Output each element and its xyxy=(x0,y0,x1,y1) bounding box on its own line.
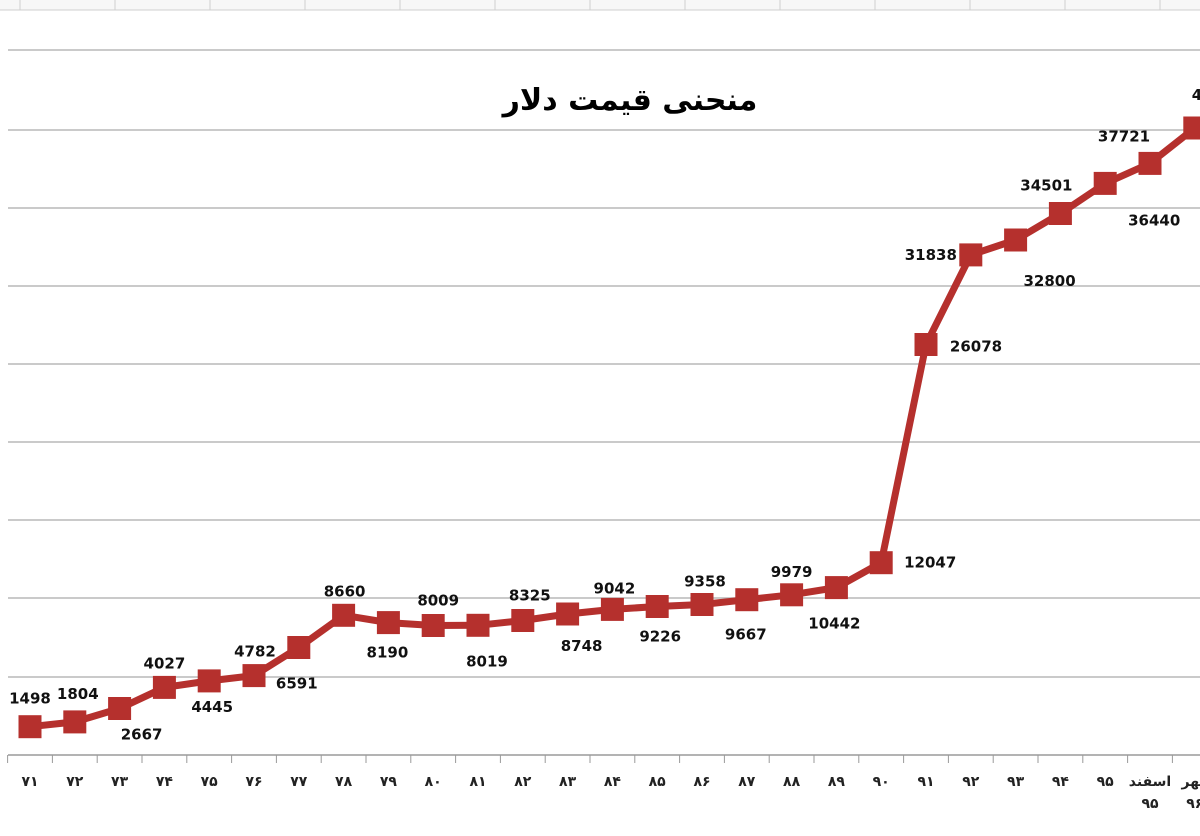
x-tick-label: ۸۹ xyxy=(828,774,846,790)
x-tick-label: ۹۲ xyxy=(962,774,980,790)
x-tick-label: ۷۶ xyxy=(245,774,262,790)
data-label: 1498 xyxy=(9,690,51,708)
x-tick-label: ۷۲ xyxy=(66,774,84,790)
chart-title: منحنی قیمت دلار xyxy=(501,83,758,118)
data-point-marker xyxy=(1093,171,1117,195)
data-point-marker xyxy=(735,588,759,612)
x-tick-label: ۸۴ xyxy=(604,774,622,790)
x-tick-label: ۷۸ xyxy=(335,774,353,790)
data-point-marker xyxy=(959,243,983,267)
x-tick-label: ۸۳ xyxy=(559,774,577,790)
data-point-marker xyxy=(1138,151,1162,175)
series-line-layer xyxy=(29,125,1197,731)
data-point-marker xyxy=(376,611,400,635)
data-label: 40000 xyxy=(1192,86,1200,104)
data-point-marker xyxy=(556,602,580,626)
data-point-marker xyxy=(869,551,893,575)
background-layer xyxy=(0,0,1200,11)
data-label: 12047 xyxy=(904,554,956,572)
x-tick-label: ۸۱ xyxy=(469,774,486,790)
x-tick-label: ۷۵ xyxy=(201,774,219,790)
header-band xyxy=(0,0,1200,10)
data-point-marker xyxy=(197,669,221,693)
data-label: 4445 xyxy=(191,698,233,716)
data-label: 6591 xyxy=(276,675,318,693)
data-label: 31838 xyxy=(905,246,957,264)
data-point-marker xyxy=(18,715,42,739)
x-tick-label: ۷۳ xyxy=(111,774,129,790)
data-point-marker xyxy=(824,576,848,600)
data-label: 4027 xyxy=(144,654,186,672)
data-point-marker xyxy=(1004,228,1028,252)
x-tick-label: ۸۶ xyxy=(693,774,710,790)
series-markers xyxy=(18,116,1200,739)
data-label: 36440 xyxy=(1128,211,1180,229)
x-tick-label: ۷۹ xyxy=(380,774,398,790)
data-label: 8325 xyxy=(509,587,551,605)
series-line xyxy=(29,125,1197,731)
data-point-marker xyxy=(63,710,87,734)
x-tick-label: ۸۵ xyxy=(649,774,667,790)
x-tick-label: ۸۷ xyxy=(738,774,756,790)
data-label: 9042 xyxy=(594,579,636,597)
x-tick-label: مهر xyxy=(1180,774,1200,790)
data-label: 9358 xyxy=(684,573,726,591)
data-label: 34501 xyxy=(1020,177,1072,195)
data-label: 26078 xyxy=(950,338,1002,356)
data-label: 4782 xyxy=(234,643,276,661)
data-point-marker xyxy=(1048,202,1072,225)
x-tick-label: ۹۳ xyxy=(1007,774,1025,790)
data-point-marker xyxy=(511,609,535,632)
data-point-marker xyxy=(242,664,266,688)
data-label: 8019 xyxy=(466,652,508,670)
data-point-marker xyxy=(287,636,311,659)
data-point-marker xyxy=(108,697,132,720)
x-tick-label: ۸۰ xyxy=(425,774,442,790)
x-tick-label: ۸۲ xyxy=(514,774,532,790)
data-point-marker xyxy=(466,613,490,637)
data-point-marker xyxy=(780,583,804,607)
data-label: 9226 xyxy=(639,628,681,646)
data-label: 9979 xyxy=(771,563,813,581)
data-label: 37721 xyxy=(1098,127,1150,145)
x-tick-label: ۸۸ xyxy=(783,774,801,790)
data-point-marker xyxy=(645,595,669,618)
data-point-marker xyxy=(421,614,445,637)
data-point-marker xyxy=(600,597,624,621)
data-point-marker xyxy=(690,593,714,616)
data-label: 32800 xyxy=(1024,272,1076,290)
data-point-marker xyxy=(332,603,356,627)
data-label: 2667 xyxy=(121,726,163,744)
x-tick-label: ۹۵ xyxy=(1141,796,1159,812)
x-tick-labels: ۷۱ ۷۲ ۷۳ ۷۴ ۷۵ ۷۶ ۷۷ ۷۸ ۷۹ ۸۰ ۸۱ ۸۲ ۸۳ ۸۴ ۸۵ ۸۶ ۸۷ ۸۸ ۸۹ ۹۰… xyxy=(21,774,1200,812)
x-tick-label: ۹۰ xyxy=(873,774,890,790)
data-label: 8009 xyxy=(417,592,459,610)
x-axis xyxy=(7,754,1200,763)
x-tick-label: ۷۴ xyxy=(156,774,174,790)
x-tick-label: ۷۷ xyxy=(290,774,308,790)
data-label: 1804 xyxy=(57,685,99,703)
data-label: 10442 xyxy=(808,615,860,633)
x-tick-label: ۹۴ xyxy=(1052,774,1070,790)
x-tick-label: اسفند xyxy=(1129,774,1171,790)
data-label: 8660 xyxy=(324,582,366,600)
data-label: 9667 xyxy=(725,626,767,644)
data-point-marker xyxy=(914,333,938,356)
x-tick-label: ۹۱ xyxy=(917,774,934,790)
x-tick-label: ۹۶ xyxy=(1186,796,1200,812)
x-tick-label: ۹۵ xyxy=(1097,774,1115,790)
x-tick-label: ۷۱ xyxy=(21,774,38,790)
data-point-marker xyxy=(152,675,176,699)
data-point-marker xyxy=(1183,116,1200,140)
data-label: 8190 xyxy=(367,644,409,662)
data-label: 8748 xyxy=(561,637,603,655)
